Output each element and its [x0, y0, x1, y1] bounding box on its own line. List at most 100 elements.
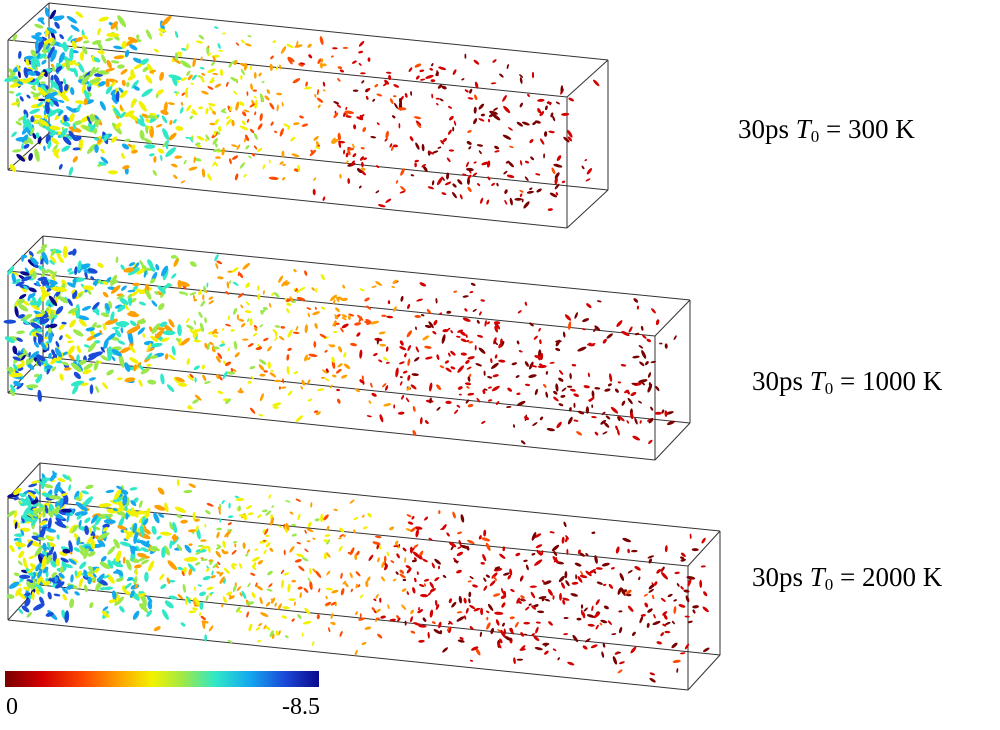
defect-atom — [631, 382, 638, 386]
defect-atom — [321, 63, 327, 67]
defect-atom — [413, 357, 420, 362]
defect-atom — [666, 420, 675, 426]
defect-atom — [467, 539, 475, 545]
defect-atom — [146, 115, 157, 119]
defect-atom — [626, 589, 632, 595]
defect-atom — [33, 334, 37, 343]
defect-atom — [490, 82, 497, 85]
defect-atom — [582, 318, 590, 323]
defect-atom — [509, 197, 513, 206]
defect-atom — [222, 327, 225, 331]
defect-atom — [286, 302, 292, 306]
defect-atom — [510, 588, 515, 593]
defect-atom — [93, 127, 98, 135]
defect-atom — [221, 500, 225, 504]
defect-atom — [106, 333, 116, 341]
defect-atom — [607, 620, 612, 626]
defect-atom — [21, 134, 29, 143]
defect-atom — [10, 271, 19, 276]
defect-atom — [232, 281, 239, 286]
defect-atom — [133, 85, 140, 91]
defect-atom — [638, 345, 644, 349]
defect-atom — [291, 523, 296, 527]
defect-atom — [185, 136, 191, 139]
defect-atom — [348, 313, 355, 317]
defect-atom — [615, 546, 620, 554]
defect-atom — [318, 588, 321, 593]
defect-atom — [211, 110, 217, 115]
defect-atom — [67, 298, 73, 307]
defect-atom — [499, 638, 503, 644]
defect-atom — [304, 529, 307, 534]
defect-atom — [32, 92, 42, 98]
defect-atom — [576, 431, 583, 436]
defect-atom — [102, 606, 109, 611]
defect-atom — [88, 79, 99, 84]
defect-atom — [328, 627, 331, 633]
defect-atom — [639, 361, 645, 367]
defect-atom — [147, 560, 155, 572]
defect-atom — [329, 344, 336, 348]
defect-atom — [282, 378, 285, 384]
defect-atom — [69, 525, 74, 534]
defect-atom — [523, 621, 530, 625]
defect-atom — [519, 160, 523, 166]
defect-atom — [371, 607, 375, 611]
defect-atom — [453, 120, 457, 126]
defect-atom — [265, 601, 271, 607]
defect-atom — [261, 80, 265, 84]
defect-atom — [673, 606, 677, 614]
defect-atom — [62, 78, 67, 85]
defect-atom — [40, 309, 46, 315]
defect-atom — [216, 544, 221, 547]
defect-atom — [537, 108, 542, 114]
defect-atom — [124, 377, 136, 383]
defect-atom — [336, 104, 341, 108]
defect-atom — [32, 270, 37, 280]
defect-atom — [645, 361, 649, 366]
defect-atom — [553, 163, 563, 168]
defect-atom — [72, 156, 78, 163]
defect-atom — [467, 403, 474, 408]
defect-atom — [414, 577, 417, 583]
defect-atom — [207, 52, 212, 57]
box-edge — [7, 2, 50, 41]
defect-atom — [164, 502, 169, 513]
defect-atom — [415, 346, 419, 353]
defect-atom — [224, 398, 232, 404]
defect-atom — [539, 111, 545, 117]
defect-atom — [40, 318, 50, 325]
label-subscript: 0 — [810, 127, 820, 146]
defect-atom — [301, 632, 304, 637]
defect-atom — [169, 540, 173, 549]
defect-atom — [149, 278, 156, 284]
defect-atom — [320, 273, 325, 281]
defect-atom — [365, 580, 369, 588]
defect-atom — [114, 550, 122, 565]
defect-atom — [404, 557, 407, 563]
defect-atom — [159, 573, 165, 581]
defect-atom — [28, 250, 34, 257]
defect-atom — [81, 490, 89, 495]
defect-atom — [111, 560, 124, 568]
defect-atom — [235, 606, 241, 613]
defect-atom — [375, 608, 381, 613]
defect-atom — [70, 574, 74, 583]
defect-atom — [198, 34, 205, 40]
defect-atom — [537, 364, 547, 369]
defect-atom — [351, 60, 357, 64]
defect-atom — [553, 390, 558, 395]
defect-atom — [16, 64, 21, 72]
defect-atom — [565, 580, 570, 587]
defect-atom — [11, 131, 17, 138]
defect-atom — [337, 398, 341, 404]
defect-atom — [422, 335, 430, 341]
defect-atom — [502, 622, 505, 627]
defect-atom — [246, 91, 249, 96]
defect-atom — [242, 338, 249, 341]
defect-atom — [297, 614, 302, 619]
defect-atom — [63, 114, 68, 122]
defect-atom — [70, 87, 75, 96]
defect-atom — [355, 571, 361, 577]
defect-atom — [582, 328, 586, 331]
